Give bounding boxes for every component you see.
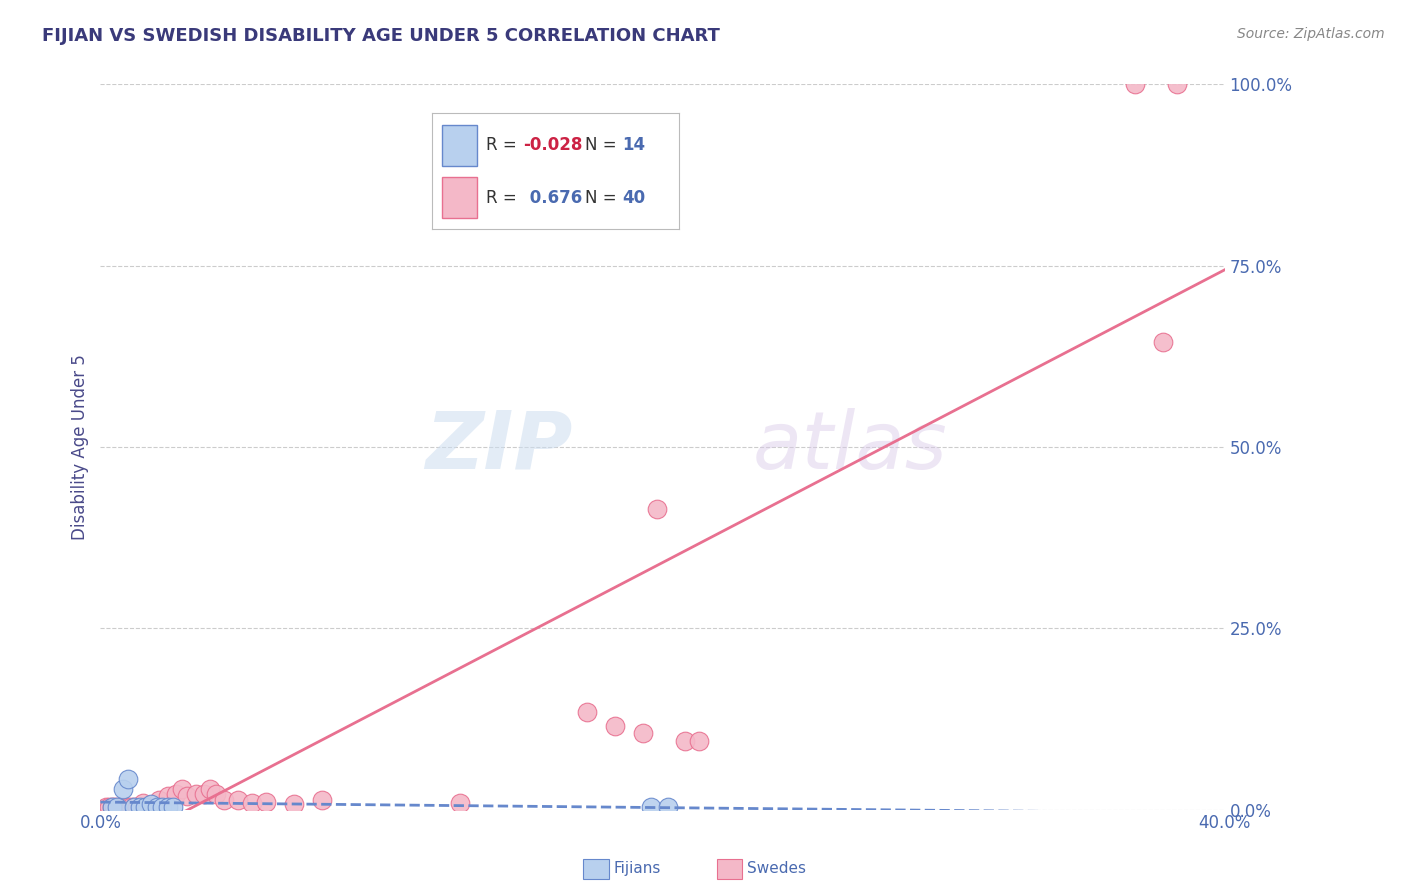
Point: [100, 799, 122, 814]
Point: [139, 797, 162, 811]
Point: [673, 733, 696, 747]
Point: [640, 799, 662, 814]
Point: [94, 799, 117, 814]
Text: ZIP: ZIP: [425, 408, 572, 486]
Point: [1123, 78, 1146, 92]
Point: [283, 797, 305, 812]
Text: Swedes: Swedes: [747, 862, 806, 876]
Point: [117, 772, 139, 786]
Point: [170, 782, 193, 797]
Point: [184, 787, 207, 801]
Text: atlas: atlas: [752, 408, 948, 486]
Point: [156, 789, 179, 804]
Point: [97, 799, 120, 814]
Point: [100, 799, 122, 814]
Point: [105, 799, 128, 814]
Point: [688, 733, 710, 747]
Point: [165, 787, 187, 801]
Point: [111, 799, 134, 814]
Text: Fijians: Fijians: [613, 862, 661, 876]
Point: [254, 795, 277, 809]
Point: [131, 796, 153, 810]
Point: [226, 793, 249, 807]
Point: [114, 799, 136, 814]
Point: [240, 796, 263, 810]
Text: Source: ZipAtlas.com: Source: ZipAtlas.com: [1237, 27, 1385, 41]
Point: [142, 799, 165, 814]
Point: [311, 793, 333, 807]
Point: [631, 726, 654, 740]
Point: [657, 799, 679, 814]
Point: [198, 782, 221, 797]
Point: [1166, 78, 1188, 92]
Point: [212, 793, 235, 807]
Point: [1152, 334, 1174, 349]
Y-axis label: Disability Age Under 5: Disability Age Under 5: [72, 354, 89, 540]
Point: [162, 799, 184, 814]
Point: [120, 799, 142, 814]
Point: [575, 705, 598, 719]
Point: [111, 782, 134, 797]
Point: [449, 796, 471, 810]
Point: [105, 799, 128, 814]
Point: [193, 787, 215, 801]
Point: [176, 789, 198, 804]
Text: FIJIAN VS SWEDISH DISABILITY AGE UNDER 5 CORRELATION CHART: FIJIAN VS SWEDISH DISABILITY AGE UNDER 5…: [42, 27, 720, 45]
Point: [136, 799, 159, 814]
Point: [150, 799, 173, 814]
Point: [108, 799, 131, 814]
Point: [204, 787, 226, 801]
Point: [603, 719, 626, 733]
Point: [117, 799, 139, 814]
Point: [128, 799, 150, 814]
Point: [122, 799, 145, 814]
Point: [145, 799, 167, 814]
Point: [103, 799, 125, 814]
Point: [134, 799, 156, 814]
Point: [125, 799, 148, 814]
Point: [122, 799, 145, 814]
Point: [156, 799, 179, 814]
Point: [645, 501, 668, 516]
Point: [148, 793, 170, 807]
